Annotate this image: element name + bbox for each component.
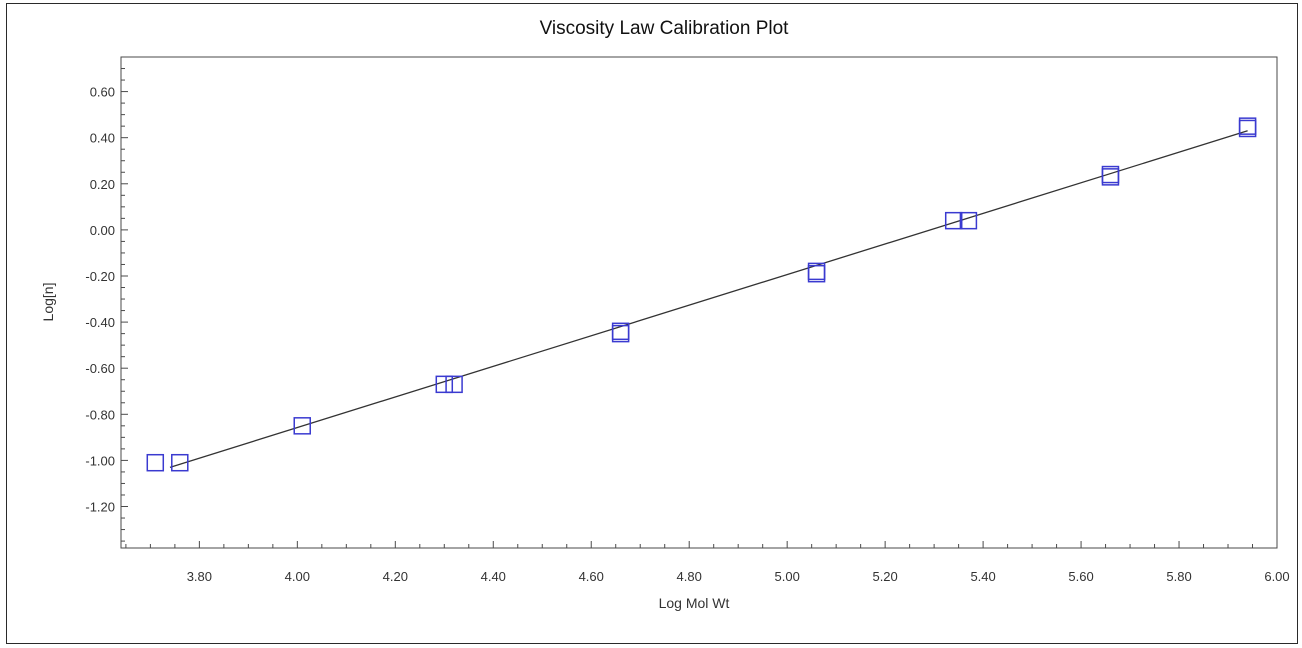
x-tick-label: 4.80 — [677, 569, 702, 584]
y-tick-label: 0.00 — [90, 223, 115, 238]
data-point — [944, 211, 963, 230]
data-point — [959, 211, 978, 230]
data-point — [1101, 168, 1120, 186]
y-tick-label: -1.00 — [85, 453, 115, 468]
data-point — [435, 375, 454, 394]
x-tick-label: 5.80 — [1166, 569, 1191, 584]
x-tick-label: 4.60 — [579, 569, 604, 584]
x-tick-label: 6.00 — [1264, 569, 1289, 584]
x-tick-label: 4.20 — [383, 569, 408, 584]
y-tick-label: -0.20 — [85, 269, 115, 284]
data-point — [171, 453, 189, 472]
x-tick-label: 5.00 — [775, 569, 800, 584]
chart-title: Viscosity Law Calibration Plot — [540, 18, 790, 39]
x-axis-label: Log Mol Wt — [659, 595, 730, 611]
y-axis: 0.60 0.40 0.20 0.00 -0.20 -0.40 -0.60 -0.80 -1.0… — [85, 56, 128, 542]
data-point — [146, 453, 165, 472]
chart-frame — [6, 3, 1298, 644]
y-tick-label: -1.20 — [85, 500, 115, 515]
x-tick-label: 5.40 — [970, 569, 995, 584]
x-tick-label: 3.80 — [187, 569, 212, 584]
calibration-fit-line — [169, 130, 1248, 468]
y-tick-label: 0.40 — [90, 131, 115, 146]
y-tick-label: -0.40 — [85, 315, 115, 330]
data-point — [807, 262, 826, 281]
data-points-layer — [146, 117, 1257, 472]
y-axis-label: Log[n] — [40, 283, 56, 322]
x-tick-label: 5.60 — [1068, 569, 1093, 584]
plot-area — [120, 56, 1278, 549]
y-tick-label: 0.20 — [90, 177, 115, 192]
y-tick-label: -0.60 — [85, 361, 115, 376]
x-tick-label: 4.00 — [285, 569, 310, 584]
x-tick-label: 4.40 — [481, 569, 506, 584]
x-axis: 3.80 4.00 4.20 4.40 4.60 4.80 5.00 5.20 5.40 5.60… — [125, 541, 1290, 584]
y-tick-label: -0.80 — [85, 407, 115, 422]
fit-line-layer — [169, 130, 1248, 468]
x-tick-label: 5.20 — [872, 569, 897, 584]
data-point — [293, 417, 311, 435]
y-tick-label: 0.60 — [90, 85, 115, 100]
data-point — [445, 375, 463, 394]
data-point — [611, 322, 630, 341]
data-point — [1238, 117, 1257, 135]
